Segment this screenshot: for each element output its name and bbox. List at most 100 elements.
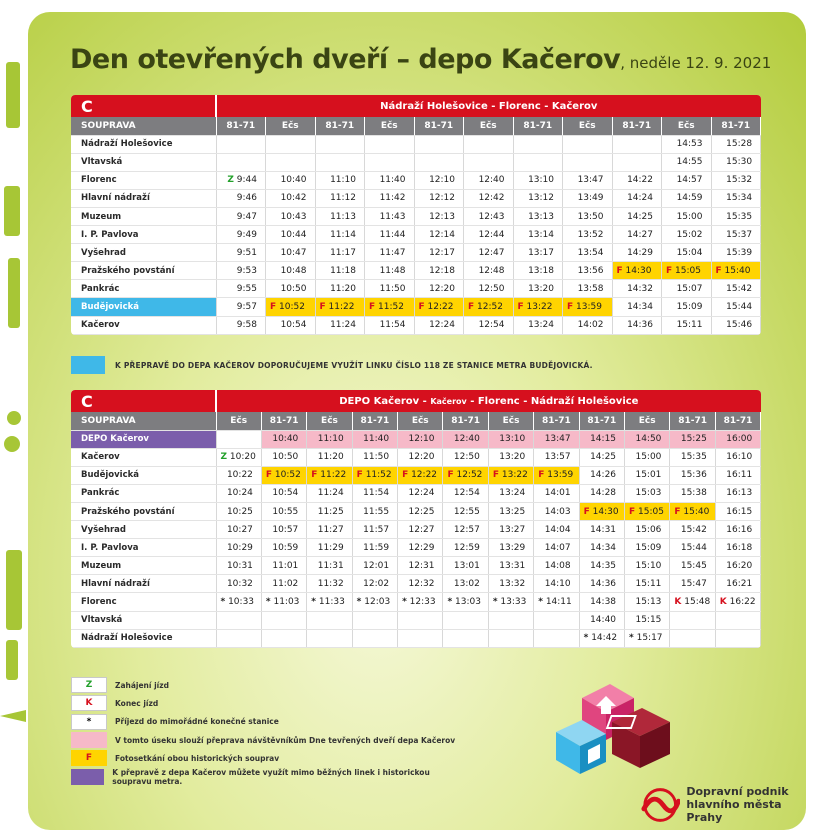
time-marker: F (402, 470, 409, 481)
time-marker: Z (227, 175, 234, 186)
time-value: 10:44 (280, 229, 307, 240)
train-type-header: Ečs (562, 117, 613, 136)
time-cell: 13:50 (562, 207, 613, 227)
time-cell: F 13:59 (562, 297, 613, 317)
time-cell: 15:09 (661, 297, 712, 317)
time-cell: 13:27 (488, 520, 535, 540)
train-type-header: Ečs (306, 412, 353, 431)
time-cell: 14:36 (579, 574, 626, 594)
time-text: 12:22 (424, 301, 454, 312)
time-cell: 15:09 (624, 538, 671, 558)
time-value: 10:47 (280, 247, 307, 258)
time-value: 15:00 (676, 211, 703, 222)
time-value: 11:55 (363, 506, 390, 517)
logo-line1: Dopravní podnik (686, 785, 789, 798)
time-cell (216, 135, 266, 154)
time-marker: F (270, 301, 277, 312)
train-type-header: 81-71 (442, 412, 489, 431)
time-cell: 14:27 (612, 225, 662, 245)
time-value: 13:29 (499, 542, 526, 553)
time-cell: 10:47 (265, 243, 316, 263)
time-cell (669, 611, 716, 630)
time-cell: 11:48 (364, 261, 415, 281)
time-cell: 11:10 (315, 171, 365, 190)
time-value: F 15:40 (716, 266, 751, 276)
time-cell (463, 135, 514, 154)
time-value: 15:15 (635, 615, 662, 626)
time-value: 14:04 (544, 524, 571, 535)
station-name: Nádraží Holešovice (71, 629, 217, 648)
legend-swatch (71, 768, 105, 785)
time-cell: 13:10 (488, 430, 535, 449)
time-text: 12:03 (361, 596, 391, 607)
time-cell (352, 629, 399, 648)
time-value: 13:14 (528, 229, 554, 240)
station-name: Florenc (71, 592, 217, 612)
time-text: 14:42 (588, 633, 618, 644)
time-cell: 11:42 (364, 189, 415, 208)
time-cell: 16:00 (715, 430, 761, 449)
time-value: 16:20 (726, 560, 753, 571)
time-text: 13:22 (499, 470, 528, 481)
time-text: 15:40 (680, 506, 710, 517)
time-cell: 14:26 (579, 466, 626, 485)
time-value: 11:20 (330, 283, 356, 294)
time-marker: F (567, 301, 574, 312)
time-cell: 12:40 (442, 430, 489, 449)
time-value: 16:16 (726, 524, 753, 535)
time-cell: 11:12 (315, 189, 365, 208)
time-value: 11:50 (379, 283, 406, 294)
legend-swatch: F (71, 750, 107, 767)
time-marker: F (265, 470, 273, 481)
time-cell: 11:40 (352, 430, 399, 449)
time-value: * 14:11 (538, 597, 572, 607)
time-cell (364, 153, 415, 172)
time-value: 12:01 (363, 560, 390, 571)
timetable-row: Nádraží Holešovice * 14:42 * 15:17 (71, 629, 761, 648)
time-value: 14:29 (627, 247, 653, 258)
time-value: 12:20 (408, 452, 435, 463)
time-cell: * 12:33 (397, 592, 444, 612)
time-value: 15:13 (635, 596, 662, 607)
time-value: 16:15 (726, 506, 753, 517)
time-value: 13:01 (453, 560, 480, 571)
time-value: * 13:33 (493, 597, 527, 607)
time-value: 12:32 (408, 578, 435, 589)
time-cell: 10:54 (265, 316, 316, 335)
time-cell: 15:07 (661, 279, 712, 299)
time-value: 12:27 (408, 524, 435, 535)
time-cell: 14:25 (579, 448, 626, 467)
time-cell: 14:32 (612, 279, 662, 299)
time-text: 12:52 (453, 470, 483, 481)
time-value: 14:25 (627, 211, 653, 222)
train-type-header: Ečs (488, 412, 535, 431)
time-cell: 12:24 (414, 316, 464, 335)
time-cell: K 15:48 (669, 592, 716, 612)
legend-swatch: * (71, 713, 107, 730)
time-cell: 10:22 (216, 466, 262, 485)
time-cell: 13:14 (513, 225, 563, 245)
time-value: 12:18 (429, 265, 455, 276)
time-text: 12:33 (406, 596, 436, 607)
train-type-header: Ečs (364, 117, 415, 136)
time-cell (715, 629, 761, 648)
time-cell: 12:55 (442, 502, 489, 522)
legend-text: Fotosetkání obou historických souprav (115, 753, 280, 763)
time-cell: 13:20 (488, 448, 535, 467)
time-cell: 12:10 (397, 430, 444, 449)
time-text: 10:52 (276, 301, 305, 312)
time-cell: 13:25 (488, 502, 535, 522)
time-cell: 11:25 (306, 502, 353, 522)
time-value: F 11:52 (369, 302, 404, 312)
time-value: 15:42 (726, 283, 753, 294)
time-cell: 14:10 (533, 574, 580, 594)
time-value: 12:50 (478, 283, 505, 294)
time-cell (562, 135, 613, 154)
train-type-header: Ečs (661, 117, 712, 136)
time-value: 13:17 (528, 247, 554, 258)
time-value: 11:02 (272, 578, 299, 589)
logo-line2: hlavního města Prahy (686, 798, 782, 824)
train-type-header: 81-71 (715, 412, 761, 431)
time-text: 11:52 (362, 470, 392, 481)
time-value: 14:40 (590, 615, 617, 626)
